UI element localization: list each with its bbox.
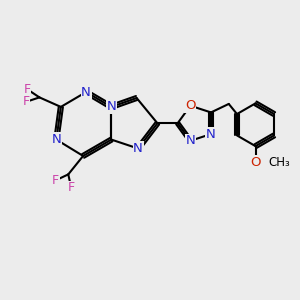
Text: F: F <box>22 95 30 108</box>
Text: N: N <box>133 142 143 155</box>
Text: F: F <box>68 181 75 194</box>
Text: N: N <box>185 134 195 147</box>
Text: O: O <box>250 156 261 169</box>
Text: CH₃: CH₃ <box>268 156 290 169</box>
Text: O: O <box>185 99 196 112</box>
Text: N: N <box>206 128 216 141</box>
Text: F: F <box>52 174 59 187</box>
Text: F: F <box>23 82 31 96</box>
Text: N: N <box>81 85 91 98</box>
Text: N: N <box>52 133 61 146</box>
Text: N: N <box>106 100 116 113</box>
